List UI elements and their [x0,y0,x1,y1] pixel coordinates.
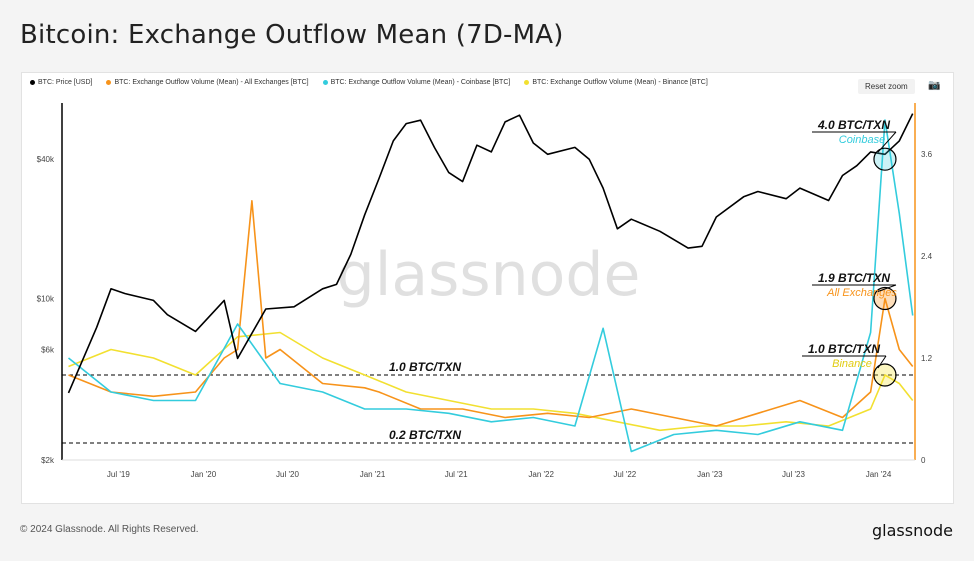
legend-dot-icon [30,79,35,85]
annotation-leader [877,131,897,153]
y-left-tick-label: $2k [41,456,55,465]
all-exchanges-line [68,200,914,427]
legend-label: BTC: Price [USD] [38,79,93,86]
annotation-circle [873,147,897,171]
reference-label: 1.0 BTC/TXN [389,360,461,374]
legend-item[interactable]: BTC: Exchange Outflow Volume (Mean) - Al… [106,79,309,86]
page-title: Bitcoin: Exchange Outflow Mean (7D-MA) [20,20,564,50]
legend-label: BTC: Exchange Outflow Volume (Mean) - Bi… [532,79,708,86]
legend-item[interactable]: BTC: Exchange Outflow Volume (Mean) - Bi… [524,79,708,86]
price-line [67,113,914,394]
x-tick-label: Jul '23 [782,470,805,479]
x-tick-label: Jan '23 [697,470,723,479]
x-tick-label: Jul '20 [276,470,299,479]
chart-legend: BTC: Price [USD] BTC: Exchange Outflow Vo… [30,79,722,86]
copyright-text: © 2024 Glassnode. All Rights Reserved. [20,524,199,535]
y-right-tick-label: 3.6 [921,150,933,159]
reference-label: 0.2 BTC/TXN [389,428,461,442]
chart-panel: BTC: Price [USD] BTC: Exchange Outflow Vo… [21,72,954,504]
annotation-value: 1.0 BTC/TXN [808,342,880,356]
legend-label: BTC: Exchange Outflow Volume (Mean) - Al… [114,79,309,86]
chart-svg: glassnode $2k $6k $10k $40k 0 1.2 2.4 3.6 Jul '19… [37,103,933,479]
reset-zoom-button[interactable]: Reset zoom [858,79,915,94]
legend-item[interactable]: BTC: Price [USD] [30,79,92,86]
x-tick-label: Jan '22 [528,470,554,479]
annotation-value: 4.0 BTC/TXN [817,118,890,132]
annotation-subtitle: Coinbase [839,134,885,146]
annotation-value: 1.9 BTC/TXN [818,271,890,285]
watermark-text: glassnode [337,240,641,310]
legend-dot-icon [524,79,530,85]
annotation-circle [873,286,897,311]
legend-dot-icon [322,79,328,85]
coinbase-line [68,119,914,453]
annotation-leader [877,284,897,292]
x-tick-label: Jan '24 [866,470,892,479]
x-tick-label: Jan '21 [360,470,386,479]
x-tick-label: Jul '21 [445,470,468,479]
x-tick-label: Jul '19 [107,470,130,479]
y-right-tick-label: 0 [921,456,926,465]
y-left-tick-label: $10k [37,294,55,303]
x-tick-label: Jan '20 [191,470,217,479]
annotation-subtitle: All Exchanges [826,287,897,299]
binance-line [68,331,914,432]
y-right-tick-label: 1.2 [921,354,933,363]
y-right-tick-label: 2.4 [921,252,933,261]
annotation-leader [877,355,887,369]
legend-dot-icon [106,79,112,85]
annotation-circle [873,363,897,387]
x-tick-label: Jul '22 [613,470,636,479]
legend-item[interactable]: BTC: Exchange Outflow Volume (Mean) - Co… [322,79,511,86]
annotation-subtitle: Binance [832,358,872,370]
y-left-tick-label: $6k [41,346,55,355]
brand-logo: glassnode [872,521,954,540]
y-left-tick-label: $40k [37,155,55,164]
camera-icon[interactable]: 📷 [928,80,941,91]
legend-label: BTC: Exchange Outflow Volume (Mean) - Co… [330,79,511,86]
